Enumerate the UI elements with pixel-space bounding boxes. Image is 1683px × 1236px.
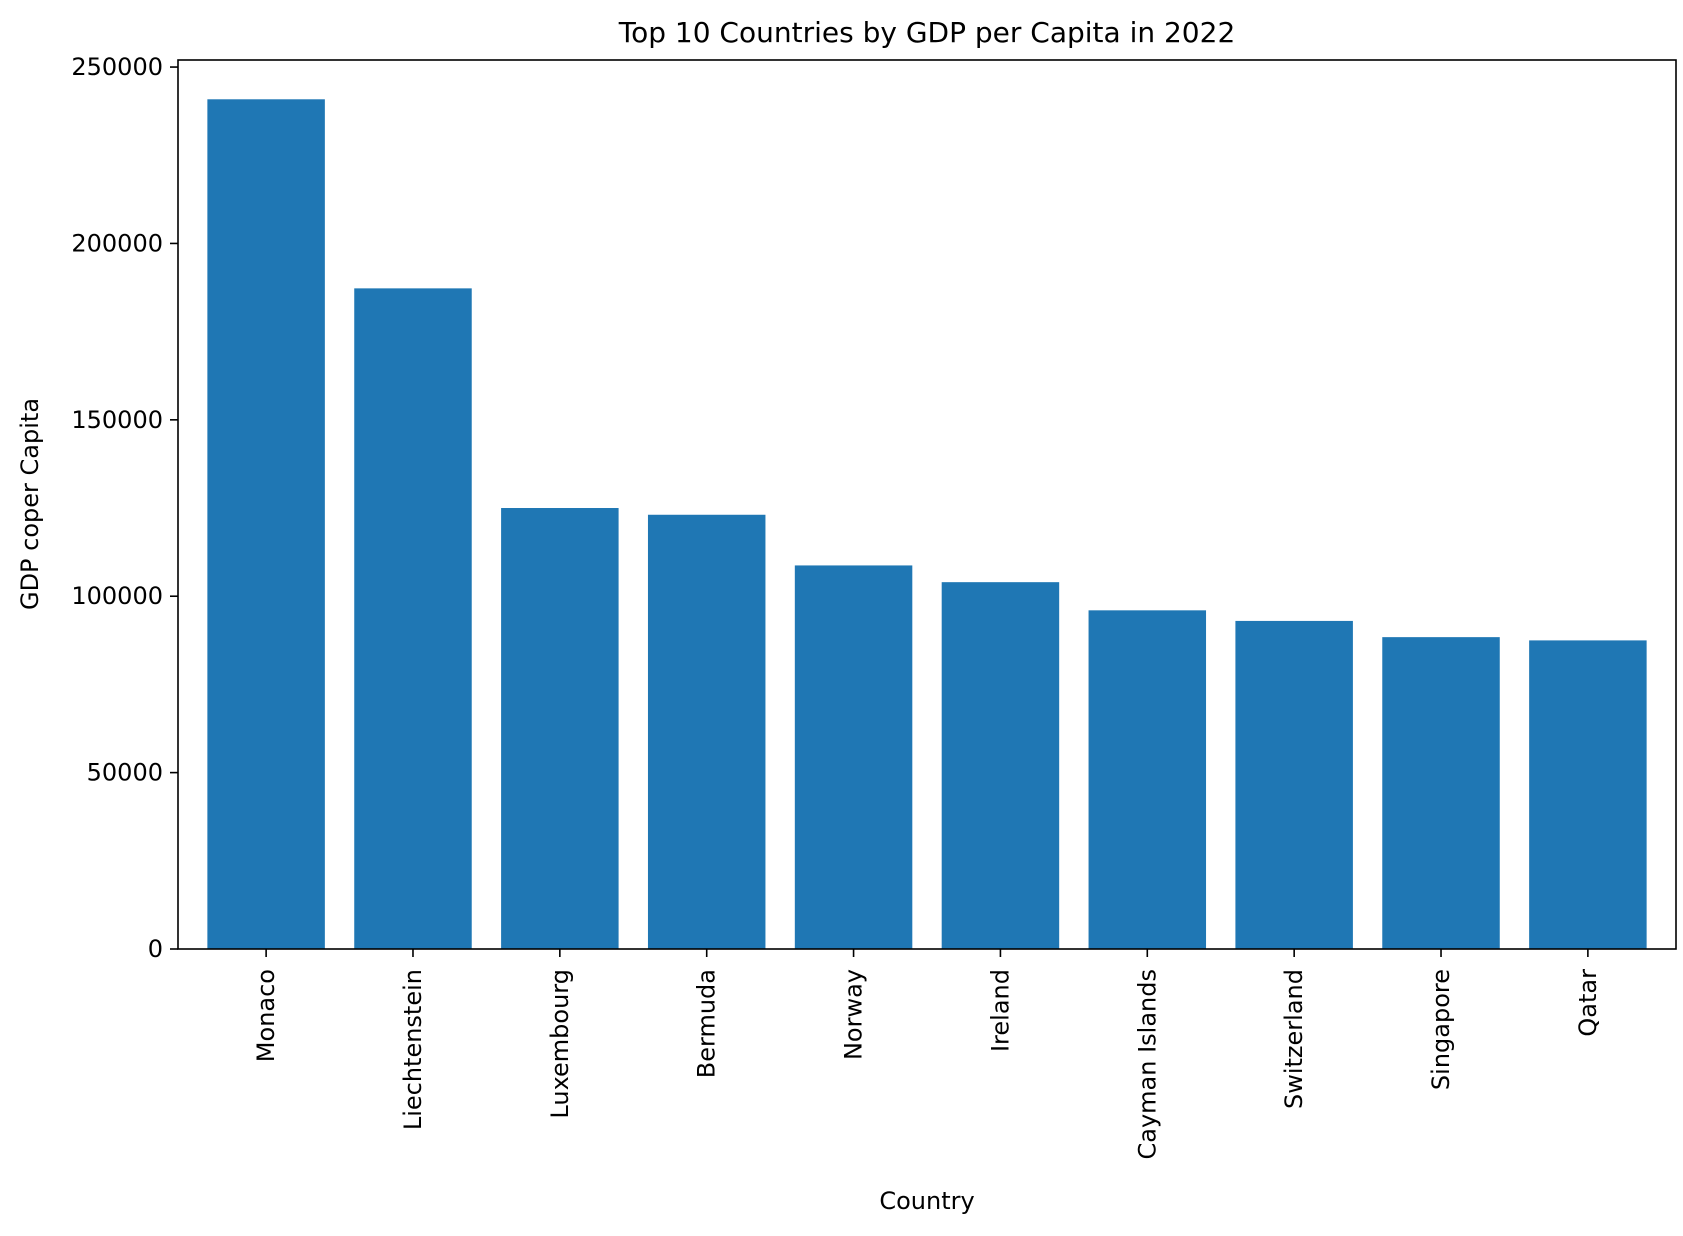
- bar-cayman-islands: [1088, 610, 1207, 949]
- x-axis-label: Country: [879, 1187, 974, 1215]
- bar-ireland: [941, 582, 1060, 949]
- bars-group: [207, 99, 1647, 950]
- bar-norway: [794, 565, 913, 949]
- y-axis: 0 50000 100000 150000 200000 250000: [71, 53, 178, 963]
- x-tick-label: Cayman Islands: [1133, 969, 1161, 1160]
- x-tick-label: Ireland: [986, 969, 1014, 1052]
- x-tick-label: Monaco: [252, 969, 280, 1062]
- bar-singapore: [1382, 637, 1500, 949]
- y-tick-label: 100000: [71, 582, 163, 610]
- y-tick-label: 50000: [87, 759, 163, 787]
- y-tick-label: 200000: [71, 229, 163, 257]
- x-tick-label: Liechtenstein: [399, 969, 427, 1130]
- bar-monaco: [207, 99, 325, 950]
- x-tick-label: Bermuda: [693, 969, 721, 1078]
- chart-title: Top 10 Countries by GDP per Capita in 20…: [618, 16, 1236, 49]
- y-axis-label: GDP coper Capita: [16, 398, 44, 610]
- bar-luxembourg: [501, 508, 619, 949]
- x-tick-label: Singapore: [1427, 969, 1455, 1090]
- x-tick-label: Switzerland: [1280, 969, 1308, 1109]
- x-axis: Monaco Liechtenstein Luxembourg Bermuda Norw…: [252, 949, 1602, 1160]
- bar-liechtenstein: [354, 288, 472, 949]
- x-tick-label: Luxembourg: [546, 969, 574, 1119]
- x-tick-label: Qatar: [1574, 969, 1602, 1037]
- plot-frame: [177, 59, 1677, 950]
- bar-qatar: [1529, 640, 1647, 949]
- bar-bermuda: [647, 514, 766, 949]
- y-tick-label: 150000: [71, 406, 163, 434]
- bar-switzerland: [1235, 620, 1353, 949]
- y-tick-label: 0: [148, 935, 163, 963]
- y-tick-label: 250000: [71, 53, 163, 81]
- x-tick-label: Norway: [840, 969, 868, 1060]
